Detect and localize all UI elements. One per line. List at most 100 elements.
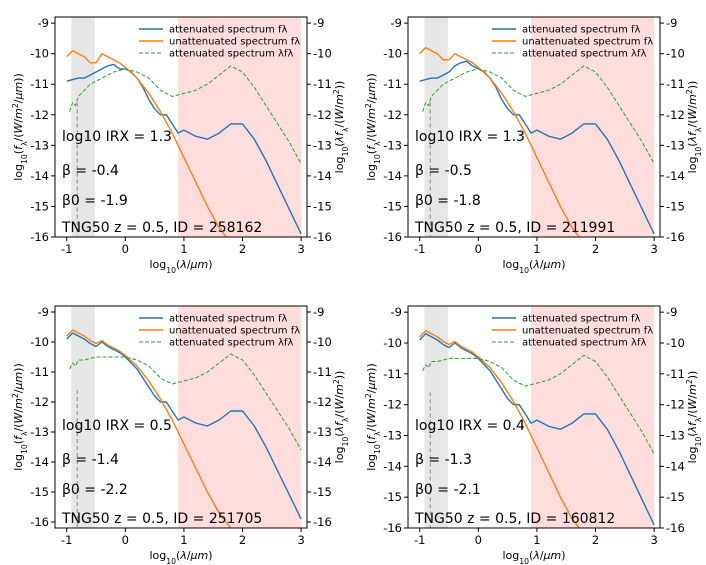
y-tick-label-right: -15 — [313, 199, 332, 213]
irx-annotation: log10 IRX = 1.3 — [62, 129, 172, 145]
y-tick-label-right: -15 — [666, 199, 685, 213]
y-axis-label-right: log10(λfλ/(W/m2)) — [332, 371, 350, 464]
y-tick-label-right: -11 — [313, 365, 332, 379]
beta0-annotation: β0 = -1.9 — [62, 193, 128, 209]
y-tick-label-left: -14 — [383, 169, 402, 183]
x-axis-label: log10(λ/μm) — [502, 549, 565, 565]
plot-frame — [54, 305, 308, 529]
y-tick-label-right: -14 — [313, 455, 332, 469]
x-tick-label: 0 — [475, 533, 482, 547]
beta0-annotation: β0 = -2.1 — [415, 482, 481, 498]
series-line-1 — [419, 60, 655, 235]
y-tick-label-right: -15 — [666, 490, 685, 504]
series-line-3 — [69, 353, 302, 451]
x-tick-label: 0 — [122, 242, 129, 256]
legend-label-3: attenuated spectrum λfλ — [169, 49, 293, 60]
x-tick-label: 2 — [239, 533, 246, 547]
y-axis-label-left: log10(fλ/(W/m2/μm)) — [364, 73, 382, 181]
legend-label-2: unattenuated spectrum fλ — [169, 326, 300, 337]
series-line-2 — [419, 46, 581, 237]
y-tick-label-left: -10 — [383, 336, 402, 350]
y-axis-label-left: log10(fλ/(W/m2/μm)) — [364, 363, 382, 471]
y-tick-label-right: -14 — [313, 169, 332, 183]
y-tick-label-left: -14 — [383, 459, 402, 473]
y-tick-label-right: -16 — [666, 521, 685, 535]
y-tick-label-left: -12 — [383, 398, 402, 412]
x-tick-label: 3 — [650, 242, 657, 256]
y-axis-label-left: log10(fλ/(W/m2/μm)) — [11, 73, 29, 181]
x-tick-label: 2 — [592, 242, 599, 256]
ir-band — [178, 17, 302, 237]
x-tick-label: 0 — [475, 242, 482, 256]
y-tick-label-right: -10 — [666, 336, 685, 350]
beta-annotation: β = -0.4 — [62, 163, 119, 179]
y-axis-label-right: log10(λfλ/(W/m2)) — [685, 81, 703, 174]
y-tick-label-left: -15 — [30, 485, 49, 499]
y-tick-label-right: -16 — [313, 230, 332, 244]
legend-label-3: attenuated spectrum λfλ — [522, 338, 646, 349]
irx-annotation: log10 IRX = 1.3 — [415, 129, 525, 145]
y-tick-label-right: -14 — [666, 459, 685, 473]
y-tick-label-right: -9 — [313, 305, 324, 319]
plot-frame — [407, 305, 661, 529]
galaxy-id-label: TNG50 z = 0.5, ID = 251705 — [61, 511, 262, 527]
chart-panel-4: -1 0 1 2 3-16 -16-15 -15-14 -14-13 -13-12 -12-11-… — [364, 305, 703, 565]
y-tick-label-right: -10 — [313, 335, 332, 349]
legend-label-3: attenuated spectrum λfλ — [522, 49, 646, 60]
x-tick-label: 3 — [297, 533, 304, 547]
ir-band — [178, 306, 302, 528]
series-line-3 — [422, 354, 655, 455]
x-tick-label: -1 — [414, 533, 425, 547]
x-tick-label: 2 — [239, 242, 246, 256]
ir-band — [531, 17, 655, 237]
legend-label-2: unattenuated spectrum fλ — [522, 326, 653, 337]
y-axis-label-left: log10(fλ/(W/m2/μm)) — [11, 363, 29, 471]
ir-band — [531, 306, 655, 528]
chart-panel-1: -1 0 1 2 3-16 -16-15 -15-14 -14-13 -13-12 -12-11-… — [11, 16, 350, 274]
y-tick-label-left: -12 — [30, 108, 49, 122]
y-tick-label-left: -15 — [383, 199, 402, 213]
legend-label-1: attenuated spectrum fλ — [169, 314, 288, 325]
legend-label-1: attenuated spectrum fλ — [169, 25, 288, 36]
y-tick-label-left: -13 — [30, 138, 49, 152]
irx-annotation: log10 IRX = 0.4 — [415, 418, 525, 434]
y-tick-label-left: -11 — [383, 367, 402, 381]
series-line-1 — [66, 63, 302, 235]
series-line-1 — [66, 332, 302, 520]
y-tick-label-left: -9 — [38, 16, 49, 30]
chart-panel-2: -1 0 1 2 3-16 -16-15 -15-14 -14-13 -13-12 -12-11-… — [364, 16, 703, 274]
irx-annotation: log10 IRX = 0.5 — [62, 418, 172, 434]
y-tick-label-right: -14 — [666, 169, 685, 183]
x-tick-label: 2 — [592, 533, 599, 547]
y-tick-label-right: -16 — [666, 230, 685, 244]
x-tick-label: 1 — [533, 533, 540, 547]
x-tick-label: 0 — [122, 533, 129, 547]
series-line-3 — [69, 65, 302, 164]
y-tick-label-left: -10 — [30, 335, 49, 349]
y-axis-label-right: log10(λfλ/(W/m2)) — [332, 81, 350, 174]
x-axis-label: log10(λ/μm) — [149, 258, 212, 275]
y-tick-label-right: -11 — [666, 367, 685, 381]
y-tick-label-left: -13 — [383, 138, 402, 152]
x-axis-label: log10(λ/μm) — [502, 258, 565, 275]
y-tick-label-right: -16 — [313, 515, 332, 529]
x-tick-label: -1 — [414, 242, 425, 256]
series-line-2 — [419, 330, 580, 528]
y-tick-label-left: -12 — [30, 395, 49, 409]
y-tick-label-right: -12 — [666, 398, 685, 412]
y-tick-label-left: -9 — [391, 16, 402, 30]
beta-annotation: β = -0.5 — [415, 163, 472, 179]
beta0-annotation: β0 = -1.8 — [415, 193, 481, 209]
legend-label-2: unattenuated spectrum fλ — [522, 37, 653, 48]
y-tick-label-left: -16 — [30, 230, 49, 244]
y-tick-label-left: -14 — [30, 169, 49, 183]
beta-annotation: β = -1.3 — [415, 452, 472, 468]
x-tick-label: -1 — [61, 533, 72, 547]
y-tick-label-right: -12 — [313, 108, 332, 122]
y-tick-label-right: -10 — [666, 47, 685, 61]
y-tick-label-right: -13 — [313, 138, 332, 152]
legend-label-1: attenuated spectrum fλ — [522, 314, 641, 325]
legend-label-1: attenuated spectrum fλ — [522, 25, 641, 36]
y-tick-label-right: -15 — [313, 485, 332, 499]
